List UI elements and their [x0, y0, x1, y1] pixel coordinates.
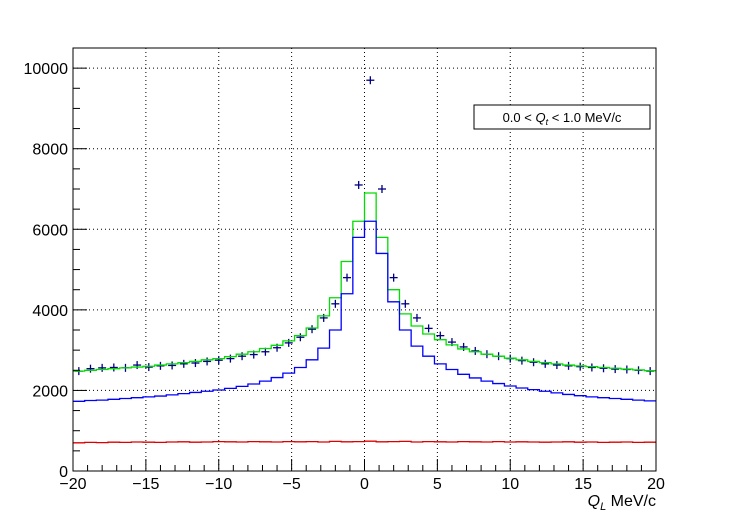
legend-variable: Q — [535, 110, 545, 125]
legend: 0.0 < Qt < 1.0 MeV/c — [473, 104, 651, 130]
data-point — [412, 313, 421, 322]
legend-subscript: t — [546, 117, 549, 127]
data-point — [319, 313, 328, 322]
x-axis-title: QL MeV/c — [588, 493, 656, 513]
data-point — [109, 363, 118, 372]
data-point — [144, 363, 153, 372]
histogram-line-3 — [73, 440, 656, 444]
legend-pre: 0.0 < — [503, 110, 536, 125]
y-tick-label: 10000 — [24, 61, 69, 78]
grid — [73, 48, 656, 471]
data-point — [179, 359, 188, 368]
y-tick-label: 8000 — [32, 142, 68, 159]
x-axis-subscript: L — [600, 501, 606, 513]
data-point — [191, 359, 200, 368]
y-tick-label: 6000 — [32, 222, 68, 239]
data-point — [133, 361, 142, 370]
data-point — [471, 346, 480, 355]
data-point — [552, 361, 561, 370]
data-point — [284, 338, 293, 347]
data-point — [576, 362, 585, 371]
data-point — [331, 299, 340, 308]
x-tick-label: 0 — [360, 476, 369, 493]
data-point — [377, 185, 386, 193]
data-point — [86, 364, 95, 373]
x-tick-label: 20 — [647, 476, 665, 493]
legend-box — [473, 104, 651, 130]
data-point — [203, 357, 212, 366]
histogram-line-1 — [73, 192, 656, 372]
x-tick-label: −20 — [59, 476, 86, 493]
x-axis-unit: MeV/c — [606, 493, 656, 510]
data-point — [564, 361, 573, 370]
y-tick-label: 2000 — [32, 383, 68, 400]
data-point — [424, 324, 433, 333]
x-tick-label: −15 — [132, 476, 159, 493]
x-tick-labels: −20 −15 −10 −5 0 5 10 15 20 — [59, 476, 665, 493]
histogram-line-2 — [73, 220, 656, 402]
y-tick-labels: 0 2000 4000 6000 8000 10000 — [24, 61, 69, 481]
data-point — [168, 361, 177, 370]
data-point — [296, 333, 305, 342]
data-point — [541, 359, 550, 368]
data-point — [517, 356, 526, 365]
data-point — [611, 365, 620, 374]
x-tick-label: −5 — [283, 476, 301, 493]
data-point — [459, 342, 468, 351]
data-point — [587, 363, 596, 372]
series-group — [73, 76, 656, 444]
data-point — [389, 273, 398, 282]
data-point — [599, 364, 608, 373]
y-tick-label: 0 — [59, 464, 68, 481]
x-tick-label: −10 — [205, 476, 232, 493]
x-axis-variable: Q — [588, 493, 600, 510]
x-tick-label: 15 — [574, 476, 592, 493]
data-point — [343, 273, 352, 282]
data-point — [436, 331, 445, 340]
data-point — [308, 325, 317, 334]
legend-entry: 0.0 < Qt < 1.0 MeV/c — [503, 110, 622, 127]
legend-post: < 1.0 MeV/c — [548, 110, 622, 125]
x-tick-label: 10 — [501, 476, 519, 493]
data-point — [401, 299, 410, 308]
data-point — [366, 76, 375, 85]
ticks — [72, 47, 657, 472]
data-point — [529, 358, 538, 367]
y-tick-label: 4000 — [32, 303, 68, 320]
data-point — [226, 354, 235, 363]
data-point — [354, 180, 363, 189]
data-point — [238, 352, 247, 361]
data-point — [156, 361, 165, 370]
data-point — [98, 363, 107, 372]
data-point — [214, 356, 223, 365]
x-tick-label: 5 — [433, 476, 442, 493]
